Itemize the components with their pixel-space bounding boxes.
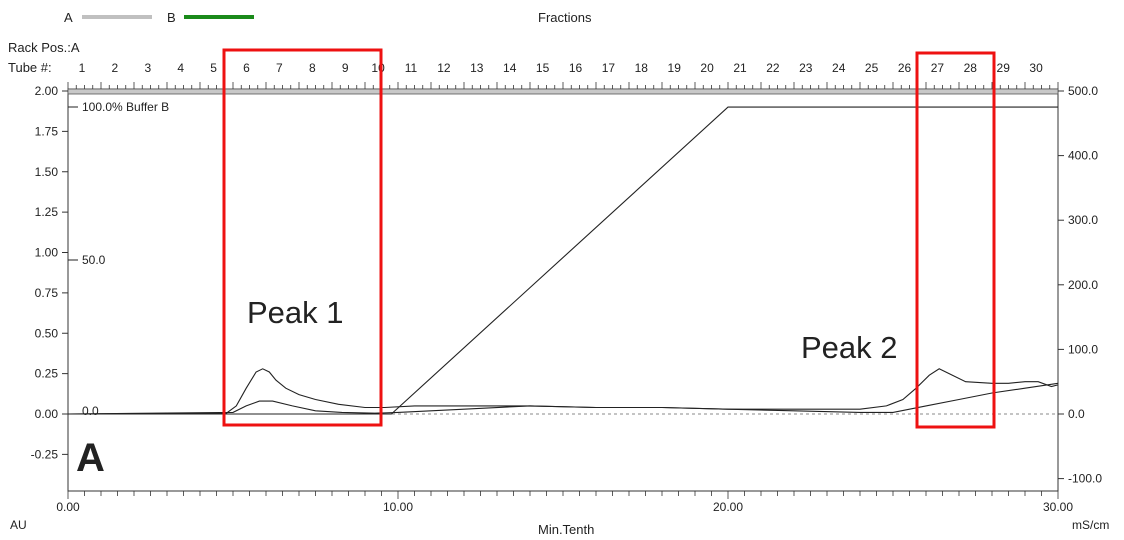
x-tick-label: 30.00	[1043, 500, 1073, 514]
y-left-unit-label: AU	[10, 518, 27, 532]
tube-number: 4	[177, 61, 184, 75]
tube-number: 19	[668, 61, 682, 75]
y-right-unit-label: mS/cm	[1072, 518, 1109, 532]
tube-number: 13	[470, 61, 484, 75]
tube-number: 3	[144, 61, 151, 75]
tube-number: 6	[243, 61, 250, 75]
tube-label: Tube #:	[8, 60, 52, 75]
tube-number: 28	[964, 61, 978, 75]
tube-number: 20	[700, 61, 714, 75]
tube-number: 26	[898, 61, 912, 75]
y-right-tick-label: -100.0	[1068, 472, 1102, 486]
left-axis: 2.00 1.75 1.50 1.25 1.00 0.75 0.50 0.25 0.00 -0.2…	[31, 84, 68, 461]
tube-number: 10	[371, 61, 385, 75]
bottom-axis: 0.00 10.00 20.00 30.00	[56, 491, 1073, 514]
tube-number: 14	[503, 61, 517, 75]
y-left-tick-label: 1.00	[35, 246, 59, 260]
y-right-tick-label: 100.0	[1068, 342, 1098, 356]
tube-number: 2	[112, 61, 119, 75]
y-right-tick-label: 200.0	[1068, 278, 1098, 292]
y-left-tick-label: 1.25	[35, 205, 59, 219]
tube-number: 12	[437, 61, 451, 75]
y-right-tick-label: 300.0	[1068, 213, 1098, 227]
tube-number: 7	[276, 61, 283, 75]
right-axis: 500.0 400.0 300.0 200.0 100.0 0.0 -100.0	[1058, 84, 1102, 486]
y-left-tick-label: -0.25	[31, 447, 59, 461]
tube-number: 21	[733, 61, 747, 75]
legend-a-label: A	[64, 10, 73, 25]
mid-value-label: 50.0	[82, 253, 106, 267]
y-right-tick-label: 0.0	[1068, 407, 1085, 421]
tube-number: 25	[865, 61, 879, 75]
buffer-b-label: 100.0% Buffer B	[82, 100, 169, 114]
tube-number: 9	[342, 61, 349, 75]
peak2-highlight-box	[915, 51, 996, 429]
tube-number: 11	[405, 61, 418, 75]
fractions-label: Fractions	[538, 10, 592, 25]
x-tick-label: 0.00	[56, 500, 80, 514]
x-tick-label: 20.00	[713, 500, 743, 514]
y-left-tick-label: 1.75	[35, 124, 59, 138]
tube-number: 27	[931, 61, 945, 75]
tube-number: 23	[799, 61, 813, 75]
y-left-tick-label: 0.25	[35, 367, 59, 381]
y-right-tick-label: 500.0	[1068, 84, 1098, 98]
y-left-tick-label: 0.00	[35, 407, 59, 421]
tube-number: 5	[210, 61, 217, 75]
tube-number: 16	[569, 61, 583, 75]
y-left-tick-label: 1.50	[35, 165, 59, 179]
tube-number: 1	[79, 61, 86, 75]
y-left-tick-label: 0.50	[35, 326, 59, 340]
plot-frame	[67, 88, 1059, 492]
tube-number: 8	[309, 61, 316, 75]
series-line-2	[67, 382, 1059, 415]
tube-number: 17	[602, 61, 616, 75]
y-left-tick-label: 2.00	[35, 84, 59, 98]
rack-pos-label: Rack Pos.:A	[8, 40, 80, 55]
zero-value-label: 0.0	[82, 404, 99, 418]
tube-number: 15	[536, 61, 550, 75]
peak2-label: Peak 2	[801, 330, 898, 365]
panel-letter: A	[76, 436, 105, 480]
peak1-highlight-box	[222, 48, 383, 427]
tube-number: 29	[997, 61, 1011, 75]
plot-top-band	[67, 88, 1059, 95]
tube-number: 18	[635, 61, 649, 75]
tube-number: 24	[832, 61, 846, 75]
y-left-tick-label: 0.75	[35, 286, 59, 300]
tube-number: 30	[1029, 61, 1043, 75]
x-axis-label: Min.Tenth	[538, 522, 594, 537]
series-layer	[67, 106, 1059, 415]
peak1-label: Peak 1	[247, 295, 344, 330]
tube-axis: 1 2 3 4 5 6 7 8 9 10 11 12 13 14 15 16 17 18 19 20 21 22 23 24 2…	[67, 61, 1059, 89]
x-tick-label: 10.00	[383, 500, 413, 514]
legend-b-label: B	[167, 10, 176, 25]
y-right-tick-label: 400.0	[1068, 149, 1098, 163]
tube-number: 22	[766, 61, 780, 75]
series-line-3	[68, 106, 1058, 415]
